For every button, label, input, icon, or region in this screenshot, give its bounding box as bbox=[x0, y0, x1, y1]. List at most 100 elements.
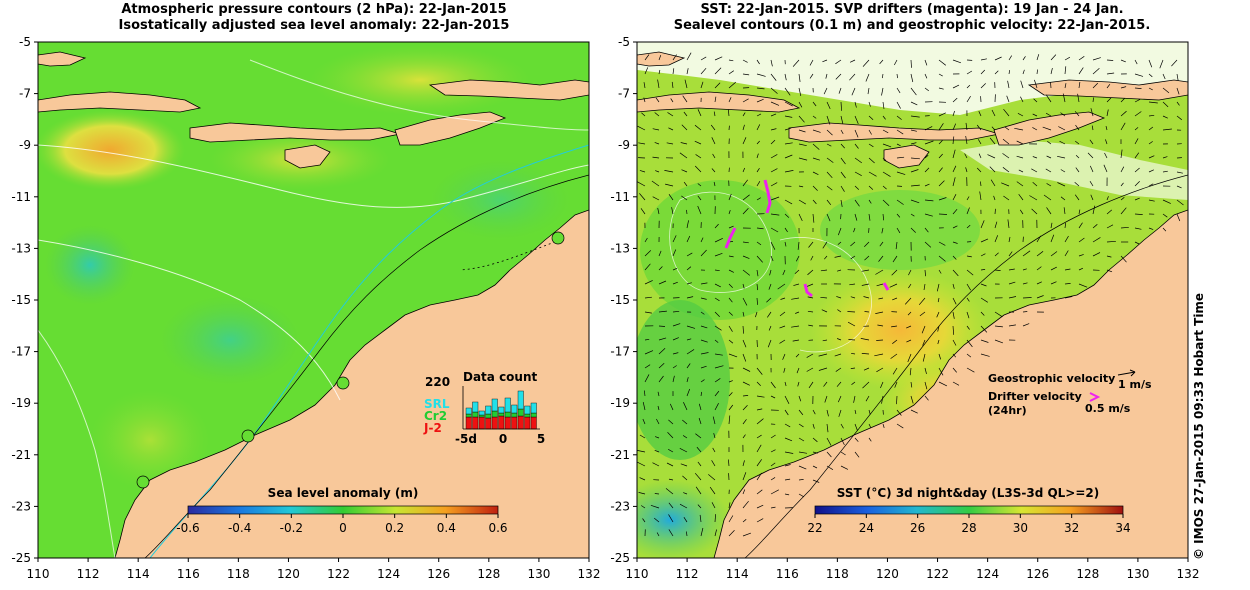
velocity-arrow bbox=[714, 96, 717, 103]
velocity-arrow bbox=[854, 423, 858, 431]
velocity-arrow bbox=[937, 297, 940, 303]
velocity-arrow bbox=[756, 418, 764, 425]
velocity-arrow bbox=[714, 514, 716, 523]
velocity-arrow bbox=[683, 492, 688, 495]
data-count-bar-cr2 bbox=[491, 410, 498, 418]
velocity-arrow bbox=[840, 451, 846, 456]
velocity-arrow bbox=[820, 296, 828, 299]
velocity-arrow bbox=[952, 367, 957, 373]
velocity-arrow bbox=[938, 180, 945, 187]
velocity-arrow bbox=[770, 128, 777, 131]
velocity-arrow bbox=[665, 488, 674, 495]
velocity-arrow bbox=[1047, 141, 1052, 145]
velocity-arrow bbox=[756, 153, 759, 159]
velocity-arrow bbox=[642, 518, 646, 523]
velocity-arrow bbox=[1092, 252, 1101, 257]
sla-high-region-3 bbox=[310, 45, 530, 115]
velocity-arrow bbox=[686, 266, 692, 271]
lat-tick-label: -5 bbox=[618, 35, 630, 49]
velocity-arrow bbox=[966, 283, 972, 291]
velocity-arrow bbox=[1001, 182, 1010, 187]
data-count-bar-srl bbox=[472, 401, 479, 413]
velocity-arrow bbox=[812, 199, 817, 205]
velocity-arrow bbox=[672, 54, 677, 61]
velocity-arrow bbox=[966, 311, 970, 319]
velocity-arrow bbox=[910, 409, 918, 414]
velocity-arrow bbox=[854, 115, 859, 125]
velocity-arrow bbox=[700, 379, 705, 383]
sst-green-region bbox=[640, 180, 800, 320]
velocity-arrow bbox=[1148, 227, 1154, 230]
velocity-arrow bbox=[952, 177, 956, 187]
velocity-arrow bbox=[668, 448, 674, 453]
velocity-arrow bbox=[1176, 199, 1184, 206]
velocity-arrow bbox=[1176, 73, 1179, 81]
velocity-arrow bbox=[742, 339, 747, 348]
velocity-arrow bbox=[1022, 282, 1028, 285]
lon-tick-label: 120 bbox=[876, 567, 899, 581]
velocity-arrow bbox=[952, 353, 957, 358]
velocity-arrow bbox=[1050, 266, 1057, 271]
velocity-arrow bbox=[952, 225, 958, 229]
data-count-bar-j2 bbox=[530, 416, 537, 430]
velocity-arrow bbox=[924, 213, 933, 217]
velocity-arrow bbox=[1059, 140, 1066, 145]
velocity-arrow bbox=[1036, 295, 1044, 299]
data-count-bar-srl bbox=[511, 404, 518, 414]
velocity-arrow bbox=[952, 123, 957, 131]
velocity-arrow bbox=[1002, 138, 1010, 145]
velocity-arrow bbox=[798, 143, 807, 147]
velocity-arrow bbox=[861, 353, 870, 355]
velocity-arrow bbox=[784, 142, 793, 145]
velocity-arrow bbox=[1064, 222, 1067, 229]
velocity-arrow bbox=[1022, 250, 1031, 257]
lon-tick-label: 114 bbox=[726, 567, 749, 581]
velocity-arrow bbox=[924, 59, 928, 66]
velocity-arrow bbox=[650, 504, 660, 509]
velocity-arrow bbox=[756, 140, 760, 145]
velocity-arrow bbox=[837, 227, 842, 236]
velocity-arrow bbox=[784, 170, 794, 173]
velocity-arrow bbox=[1058, 126, 1066, 131]
velocity-arrow bbox=[924, 367, 927, 374]
velocity-arrow bbox=[643, 82, 646, 89]
velocity-arrow bbox=[742, 311, 745, 317]
lon-tick-label: 130 bbox=[1126, 567, 1149, 581]
velocity-arrow bbox=[658, 337, 667, 341]
velocity-arrow bbox=[910, 59, 912, 68]
velocity-arrow bbox=[910, 101, 918, 106]
velocity-arrow bbox=[1103, 164, 1108, 173]
velocity-arrow bbox=[868, 437, 872, 442]
velocity-arrow bbox=[910, 169, 919, 173]
velocity-arrow bbox=[806, 367, 814, 372]
colorbar-label: 32 bbox=[1064, 521, 1079, 535]
velocity-arrow bbox=[686, 235, 691, 243]
velocity-arrow bbox=[700, 56, 707, 61]
velocity-arrow bbox=[896, 171, 906, 175]
velocity-arrow bbox=[697, 195, 702, 201]
velocity-arrow bbox=[864, 255, 870, 261]
velocity-arrow bbox=[879, 59, 884, 65]
velocity-arrow bbox=[672, 337, 679, 341]
velocity-arrow bbox=[854, 213, 858, 221]
velocity-arrow bbox=[728, 404, 734, 411]
lon-tick-label: 122 bbox=[926, 567, 949, 581]
lon-tick-label: 114 bbox=[127, 567, 150, 581]
lesser-sunda-islands bbox=[189, 122, 401, 143]
velocity-arrow bbox=[810, 255, 814, 261]
velocity-arrow bbox=[1078, 237, 1085, 243]
velocity-arrow bbox=[658, 310, 667, 313]
velocity-arrow bbox=[812, 171, 819, 176]
velocity-arrow bbox=[1176, 101, 1180, 106]
velocity-arrow bbox=[643, 97, 646, 103]
velocity-arrow bbox=[1148, 155, 1155, 159]
velocity-arrow bbox=[1120, 255, 1127, 263]
velocity-arrow bbox=[672, 352, 679, 355]
velocity-arrow bbox=[882, 171, 891, 177]
velocity-arrow bbox=[756, 504, 764, 509]
velocity-arrow bbox=[1050, 81, 1052, 89]
velocity-arrow bbox=[965, 135, 968, 145]
lon-tick-label: 126 bbox=[427, 567, 450, 581]
velocity-arrow bbox=[784, 227, 788, 233]
velocity-arrow bbox=[770, 462, 776, 467]
